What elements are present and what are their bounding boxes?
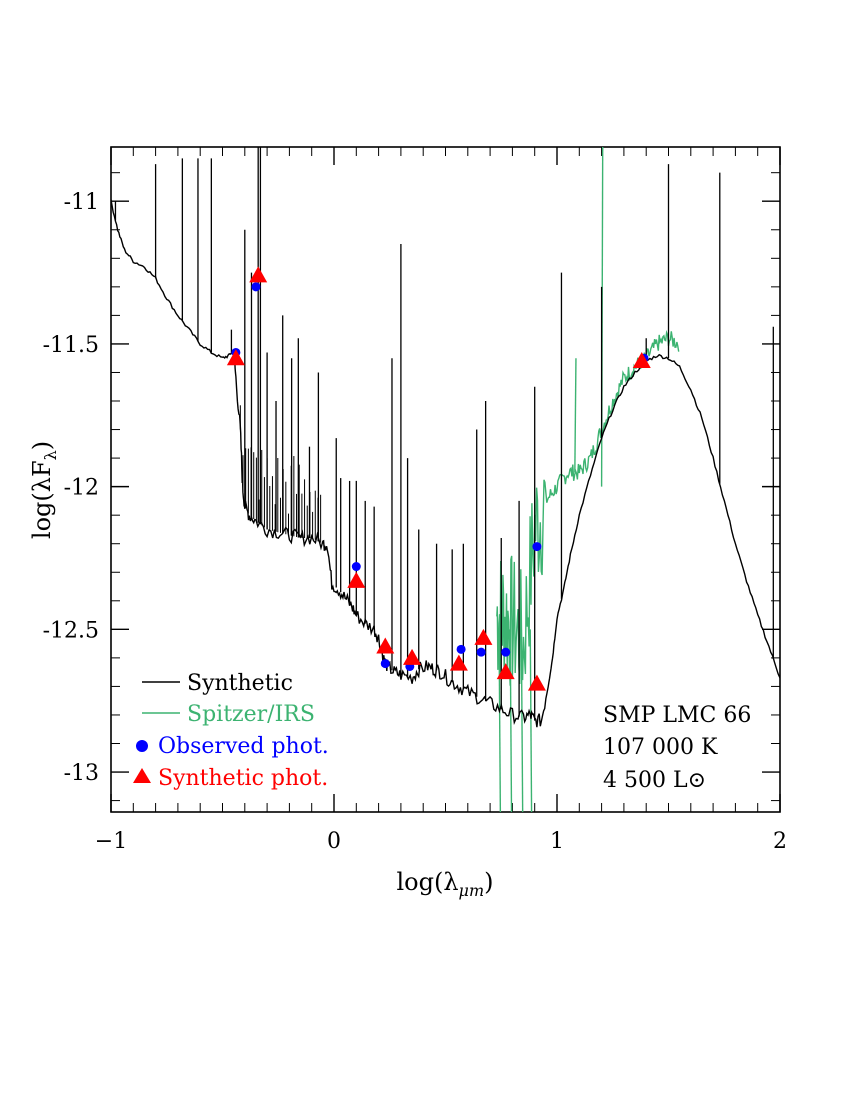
synthetic-phot-point [474, 628, 493, 645]
legend-label-synthetic: Synthetic [187, 671, 293, 696]
spitzer-irs-dip [529, 629, 533, 812]
synthetic-phot-point [249, 266, 268, 283]
spitzer-irs-dip [498, 629, 502, 812]
synthetic-phot-point [376, 637, 395, 654]
object-name: SMP LMC 66 [603, 703, 751, 728]
legend-label-observed: Observed phot. [158, 734, 329, 759]
x-axis-label: log(λμm) [396, 868, 493, 900]
legend-marker-observed [136, 740, 148, 752]
synthetic-phot-point [347, 571, 366, 588]
x-tick-label: 1 [550, 829, 564, 854]
y-tick-label: -11.5 [43, 333, 99, 358]
observed-phot-point [380, 659, 390, 669]
synthetic-phot-point [449, 654, 468, 671]
object-annotation: SMP LMC 66 107 000 K 4 500 L⊙ [603, 703, 751, 793]
legend: Synthetic Spitzer/IRS Observed phot. Syn… [133, 671, 329, 791]
spitzer-irs-dip [520, 629, 524, 812]
legend-label-irs: Spitzer/IRS [187, 702, 315, 727]
synthetic-phot-point [226, 349, 245, 366]
y-tick-label: -12.5 [43, 618, 99, 643]
object-luminosity: 4 500 L⊙ [603, 768, 706, 793]
legend-label-synthetic-phot: Synthetic phot. [158, 766, 328, 791]
legend-marker-synthetic-phot [133, 768, 151, 783]
observed-phot-point [251, 282, 261, 292]
y-tick-label: -11 [64, 190, 99, 215]
y-tick-label: -13 [64, 761, 99, 786]
axis-ticks-layer: −1 0 1 2 -13 -12.5 -12 -11.5 -11 [43, 147, 787, 854]
observed-phot-point [532, 542, 542, 552]
spitzer-irs-spike [574, 358, 577, 473]
x-tick-label: 0 [327, 829, 341, 854]
spitzer-irs-line [496, 329, 680, 686]
observed-phot-point [476, 647, 486, 657]
photometry-layer [226, 266, 651, 691]
spitzer-irs-dip [509, 629, 513, 812]
synthetic-phot-point [496, 663, 515, 680]
y-tick-label: -12 [64, 476, 99, 501]
x-tick-label: −1 [95, 829, 127, 854]
object-temperature: 107 000 K [603, 735, 718, 760]
observed-phot-point [351, 562, 361, 572]
synthetic-phot-point [527, 674, 546, 691]
observed-phot-point [501, 647, 511, 657]
synthetic-spectrum-layer [111, 147, 780, 728]
observed-phot-point [456, 644, 466, 654]
x-tick-label: 2 [773, 829, 787, 854]
y-axis-label: log(λFλ) [28, 441, 60, 539]
synthetic-phot-point [632, 352, 651, 369]
synthetic-phot-point [403, 648, 422, 665]
